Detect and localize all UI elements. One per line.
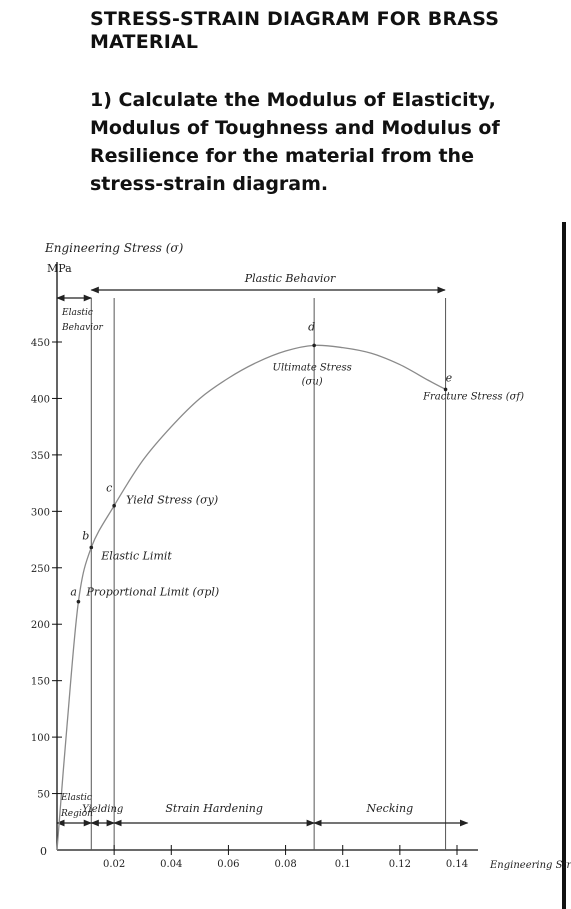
point-d-marker <box>312 343 316 348</box>
x-tick-label: 0.06 <box>217 859 239 870</box>
y-tick-label: 250 <box>31 564 50 575</box>
strain-hardening-label: Strain Hardening <box>165 802 263 815</box>
point-c-letter: c <box>106 482 112 495</box>
point-e-letter: e <box>446 371 453 384</box>
axis-ticks: 50 100 150 200 250 300 350 400 450 0.02 0.04 0.06 0.… <box>31 338 468 870</box>
page-title: STRESS-STRAIN DIAGRAM FOR BRASS MATERIAL <box>90 8 500 53</box>
y-axis-unit: MPa <box>47 262 72 275</box>
region-arrows: Elastic Behavior Plastic Behavior Elastic Re… <box>56 272 469 827</box>
point-d-letter: d <box>308 320 315 333</box>
elastic-behavior-label: Elastic <box>61 308 93 318</box>
x-tick-label: 0.08 <box>274 859 296 870</box>
x-tick-label: 0.12 <box>389 859 411 870</box>
plastic-behavior-label: Plastic Behavior <box>244 272 336 285</box>
y-tick-label: 200 <box>31 620 50 631</box>
elastic-region-label: Elastic <box>60 793 92 803</box>
x-tick-label: 0.14 <box>446 859 468 870</box>
point-a-label: Proportional Limit (σpl) <box>85 586 219 599</box>
yielding-label: Yielding <box>82 804 123 815</box>
y-tick-label: 100 <box>31 733 50 744</box>
point-d-label: Ultimate Stress <box>273 362 352 373</box>
point-e-label: Fracture Stress (σf) <box>422 391 524 402</box>
necking-label: Necking <box>366 802 414 815</box>
point-d-label: (σu) <box>302 376 323 387</box>
curve-points: a Proportional Limit (σpl) b Elastic Limit c… <box>70 320 524 604</box>
origin-label: 0 <box>40 845 47 858</box>
point-b-marker <box>89 545 94 550</box>
y-tick-label: 150 <box>31 677 50 688</box>
x-axis-label: Engineering Strain <box>489 860 571 871</box>
frame-border <box>562 222 566 909</box>
question-text: 1) Calculate the Modulus of Elasticity, … <box>90 89 500 195</box>
y-tick-label: 400 <box>31 394 50 405</box>
point-b-letter: b <box>82 529 89 542</box>
chart-axes <box>56 262 478 851</box>
y-tick-label: 50 <box>37 790 50 801</box>
y-axis-label: Engineering Stress (σ) <box>44 241 184 255</box>
x-tick-label: 0.02 <box>103 859 125 870</box>
point-a-letter: a <box>70 586 77 599</box>
y-tick-label: 450 <box>31 338 50 349</box>
elastic-behavior-label: Behavior <box>61 323 103 333</box>
point-b-label: Elastic Limit <box>100 549 172 562</box>
point-e-marker <box>443 387 448 392</box>
point-c-label: Yield Stress (σy) <box>126 494 218 507</box>
point-a-marker <box>76 599 81 604</box>
x-tick-label: 0.1 <box>335 859 351 870</box>
y-tick-label: 300 <box>31 507 50 518</box>
point-c-marker <box>112 503 116 508</box>
elastic-region-label: Region <box>60 809 93 819</box>
y-tick-label: 350 <box>31 451 50 462</box>
x-tick-label: 0.04 <box>160 859 182 870</box>
region-guides <box>90 298 447 850</box>
